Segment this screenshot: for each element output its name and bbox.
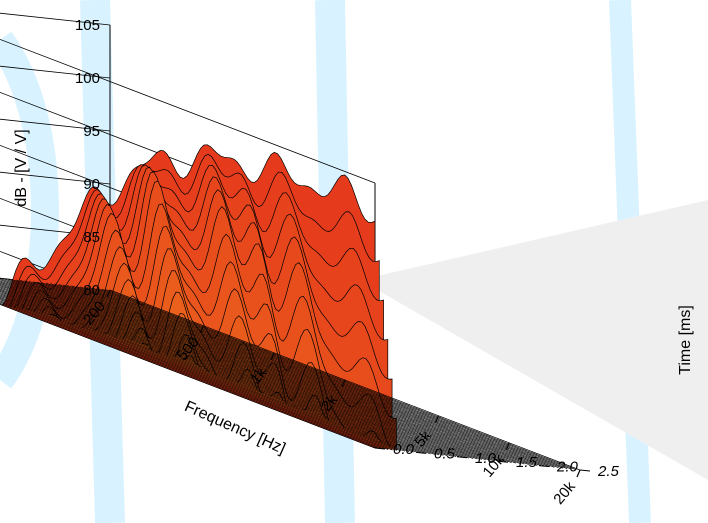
waterfall-slice — [84, 286, 555, 468]
y-tick-label: 95 — [83, 123, 100, 140]
axes — [106, 289, 591, 478]
time-tick-mark — [497, 460, 509, 463]
y-axis-title: dB - [V / V] — [13, 129, 30, 206]
time-tick-label: 2.0 — [556, 459, 579, 476]
time-tick-mark — [415, 451, 427, 454]
waterfall-slice — [24, 280, 495, 462]
waterfall-slice — [0, 291, 418, 453]
waterfall-slice — [97, 288, 568, 469]
time-tick-label: 0.5 — [434, 445, 456, 462]
waterfall-slice — [37, 281, 508, 463]
time-tick-mark — [374, 447, 386, 450]
time-tick-labels: 0.0 0.5 1.0 1.5 2.0 2.5 — [393, 441, 620, 480]
grid-line — [0, 65, 111, 79]
waterfall-slice — [32, 281, 504, 463]
time-tick-label: 0.0 — [393, 441, 415, 458]
x-tick-mark — [199, 325, 205, 334]
waterfall-slice — [58, 284, 529, 465]
waterfall-slice — [0, 286, 440, 456]
waterfall-slice — [45, 282, 517, 464]
y-tick-label: 100 — [75, 70, 100, 87]
time-tick-mark — [579, 469, 591, 472]
time-tick-label: 2.5 — [597, 463, 620, 480]
waterfall-slice — [54, 283, 525, 465]
waterfall-slice — [0, 279, 465, 458]
x-tick-label: 20k — [550, 478, 579, 508]
waterfall-slice — [62, 284, 534, 466]
waterfall-slice — [3, 278, 474, 459]
x-tick-mark — [106, 289, 111, 298]
waterfall-slice — [15, 279, 487, 461]
time-tick-label: 1.0 — [475, 450, 497, 467]
y-tick-label: 80 — [83, 282, 100, 299]
waterfall-slice — [79, 286, 551, 468]
y-tick-label: 85 — [83, 229, 100, 246]
waterfall-slice — [0, 278, 470, 459]
waterfall-slice — [11, 279, 482, 460]
waterfall-slice — [92, 287, 564, 469]
waterfall-slice — [41, 282, 512, 463]
waterfall-slice — [0, 288, 431, 455]
waterfall-slice — [101, 288, 572, 470]
x-tick-mark — [505, 442, 510, 451]
x-tick-mark — [341, 379, 346, 388]
waterfall-slice — [105, 289, 576, 470]
time-axis-title: Time [ms] — [677, 305, 694, 375]
grid-line — [0, 118, 111, 132]
waterfall-slice — [67, 285, 538, 466]
grid-line — [0, 38, 376, 184]
y-tick-label: 90 — [83, 176, 100, 193]
grid-line — [0, 12, 111, 26]
waterfall-slice — [28, 280, 499, 462]
waterfall-slice — [71, 285, 542, 467]
waterfall-slice — [0, 281, 457, 458]
grid-line — [0, 171, 111, 185]
waterfall-slice — [0, 285, 444, 456]
x-tick-mark — [576, 469, 581, 478]
x-tick-mark — [270, 352, 275, 361]
waterfall-slice — [0, 283, 448, 457]
waterfall-slice — [75, 286, 546, 467]
time-tick-mark — [456, 456, 468, 459]
waterfall-slice — [0, 282, 453, 457]
waterfall-slice — [0, 280, 461, 458]
x-tick-mark — [434, 415, 440, 424]
time-tick-mark — [538, 465, 550, 468]
waterfall-slice — [0, 287, 435, 455]
waterfall-slice — [20, 280, 491, 461]
waterfall-slice — [88, 287, 559, 469]
y-tick-label: 105 — [75, 17, 100, 34]
waterfall-slice — [7, 278, 478, 460]
waterfall-slice — [50, 283, 521, 464]
time-tick-label: 1.5 — [516, 454, 538, 471]
waterfall-slice — [0, 291, 423, 454]
y-tick-labels: 80 85 90 95 100 105 — [75, 17, 100, 299]
